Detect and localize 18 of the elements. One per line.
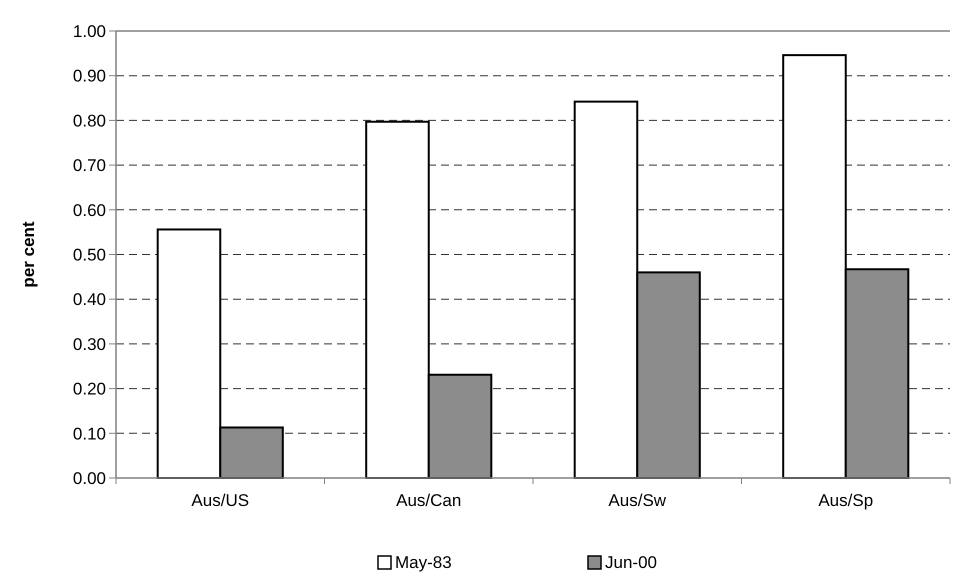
y-tick-label: 0.30 [72, 334, 106, 354]
x-tick-label: Aus/US [191, 491, 250, 510]
y-axis-title: per cent [19, 221, 38, 288]
legend-label: May-83 [395, 553, 452, 572]
y-tick-label: 0.10 [72, 424, 106, 444]
y-tick-label: 0.00 [72, 468, 106, 488]
y-tick-label: 0.80 [72, 111, 106, 130]
y-tick-label: 0.70 [72, 156, 106, 176]
legend-label: Jun-00 [605, 553, 657, 572]
y-tick-label: 0.50 [72, 245, 106, 264]
y-tick-label: 0.60 [72, 200, 106, 220]
y-tick-label: 0.40 [72, 290, 106, 310]
y-tick-label: 0.90 [72, 66, 106, 86]
x-tick-label: Aus/Sp [818, 491, 874, 510]
y-tick-label: 1.00 [72, 22, 106, 41]
x-tick-label: Aus/Can [396, 491, 462, 510]
y-tick-label: 0.20 [72, 380, 106, 399]
x-tick-label: Aus/Sw [608, 491, 667, 510]
